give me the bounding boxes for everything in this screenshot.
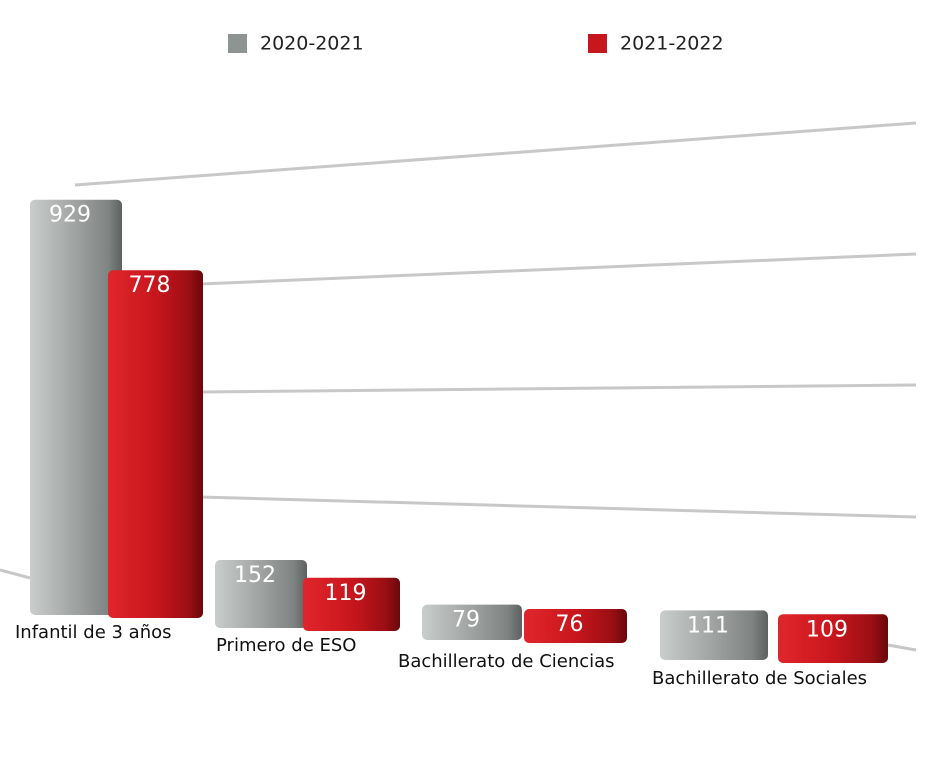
bar [524, 609, 627, 643]
bar [108, 270, 203, 618]
bar [660, 610, 768, 660]
value-label: 79 [452, 608, 480, 633]
x-tick-label: Infantil de 3 años [15, 622, 172, 643]
bar [422, 604, 522, 640]
x-tick-label: Primero de ESO [216, 635, 356, 656]
value-label: 111 [687, 613, 729, 638]
bar [303, 577, 400, 631]
bar [778, 614, 888, 663]
value-label: 76 [556, 612, 584, 637]
bar [30, 199, 122, 615]
value-label: 152 [234, 563, 276, 588]
x-tick-label: Bachillerato de Ciencias [398, 651, 615, 672]
grid-decoration [0, 121, 917, 652]
value-label: 119 [325, 581, 367, 606]
bars: 929 778 Infantil de 3 años 152 119 Primero de… [15, 199, 888, 689]
bar [215, 560, 307, 628]
value-label: 929 [49, 203, 91, 228]
x-tick-label: Bachillerato de Sociales [652, 668, 867, 689]
legend-swatch [588, 34, 607, 53]
value-label: 778 [129, 273, 171, 298]
legend-label: 2021-2022 [620, 33, 724, 55]
legend-label: 2020-2021 [260, 33, 364, 55]
legend-swatch [228, 34, 247, 53]
legend: 2020-2021 2021-2022 [228, 33, 724, 55]
value-label: 109 [806, 617, 848, 642]
